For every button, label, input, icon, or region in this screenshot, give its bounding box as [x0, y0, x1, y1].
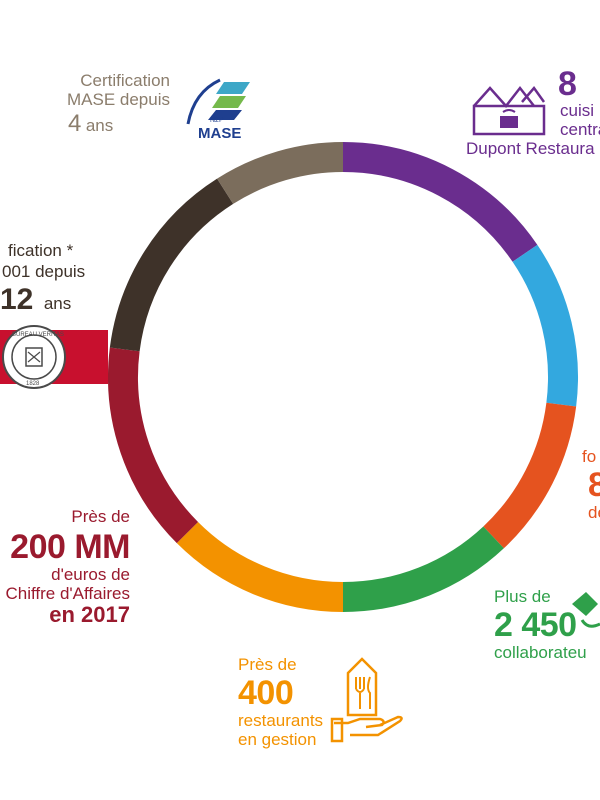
bureau-veritas-seal-icon: BUREAU VERITAS 1828: [0, 322, 108, 394]
kitchens-value: 8: [558, 65, 577, 103]
ring-segments: [108, 142, 578, 612]
iso-certification: fication * 001 depuis 12 ans: [0, 241, 110, 317]
mase-line2: MASE depuis: [67, 89, 170, 109]
mase-years-unit: ans: [85, 116, 114, 136]
revenue: Près de 200 MM d'euros de Chiffre d'Affa…: [0, 507, 130, 628]
iso-line1: fication *: [8, 241, 74, 260]
restaurant-hand-icon: [330, 655, 406, 747]
revenue-value: 200 MM: [10, 527, 130, 566]
kitchens-line1: cuisi: [560, 101, 595, 120]
mase-logo-text: MASE: [198, 125, 241, 142]
revenue-line2: Chiffre d'Affaires: [5, 583, 130, 603]
restaurants-pre: Près de: [238, 655, 297, 674]
staff-line1: collaborateu: [494, 643, 587, 663]
revenue-year: en 2017: [49, 602, 130, 628]
right-orange-line2: de: [588, 503, 600, 523]
ring-segment-blue: [512, 244, 578, 407]
restaurants-line1: restaurants: [238, 711, 324, 731]
mase-years-value: 4: [68, 110, 82, 138]
ring-segment-green: [342, 526, 504, 612]
iso-years-value: 12: [0, 283, 34, 317]
kitchens-line3: Dupont Restaura: [466, 139, 595, 158]
ring-segment-orange: [176, 521, 344, 612]
restaurants-value: 400: [238, 673, 294, 712]
seal-bottom-text: 1828: [26, 381, 40, 387]
mase-line1: Certification: [80, 71, 170, 90]
iso-line2: 001 depuis: [2, 261, 86, 281]
kitchens-label: cuisi centra: [560, 101, 600, 139]
seal-top-text: BUREAU VERITAS: [12, 332, 64, 338]
restaurants: Près de 400 restaurants en gestion: [238, 655, 324, 749]
ring-segment-red: [108, 347, 199, 544]
right-orange: fo 8 de: [582, 447, 600, 523]
kitchen-houses-icon: [470, 82, 548, 138]
kitchens-line2: centra: [560, 119, 600, 139]
mase-certification: Certification MASE depuis 4 ans: [40, 71, 170, 138]
staff-icon: [568, 590, 600, 638]
staff-pre: Plus de: [494, 587, 551, 606]
right-orange-line1: fo: [582, 447, 597, 466]
ring-segment-gray-brown: [217, 142, 344, 205]
iso-years-unit: ans: [43, 294, 72, 314]
right-orange-value: 8: [588, 465, 600, 504]
revenue-line1: d'euros de: [51, 565, 130, 585]
mase-logo: N2P MASE: [180, 72, 270, 142]
restaurants-line2: en gestion: [238, 729, 317, 749]
kitchens-value-block: 8: [558, 65, 577, 103]
ring-segment-purple: [342, 142, 538, 262]
staff: Plus de 2 450 collaborateu: [494, 587, 587, 663]
staff-value: 2 450: [494, 605, 577, 644]
mase-logo-small: N2P: [210, 117, 224, 124]
revenue-pre: Près de: [71, 507, 130, 526]
ring-segment-dark-brown: [109, 178, 234, 352]
ring-segment-vermilion: [483, 402, 577, 549]
